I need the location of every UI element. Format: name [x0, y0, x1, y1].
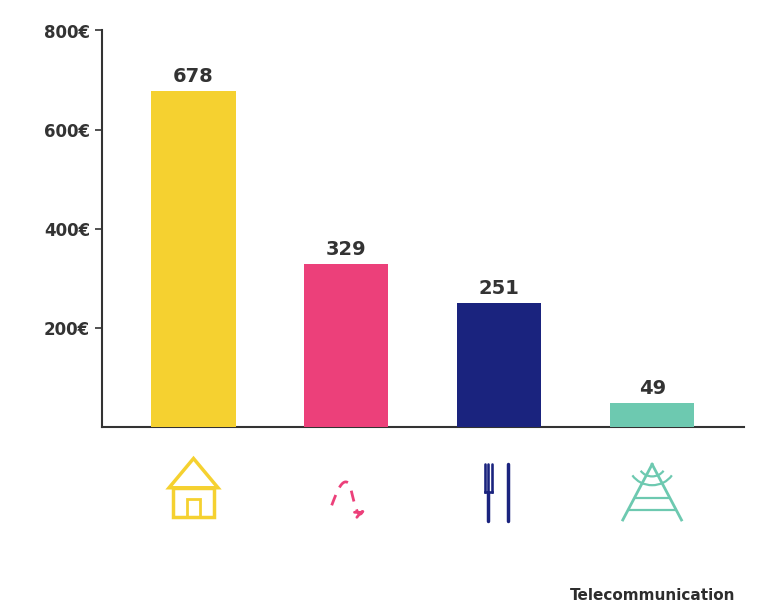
Text: 329: 329 — [326, 240, 366, 259]
Text: Telecommunication: Telecommunication — [569, 588, 735, 603]
Text: 678: 678 — [173, 67, 214, 86]
Bar — [151, 91, 236, 427]
Text: 49: 49 — [639, 379, 666, 398]
Bar — [457, 303, 541, 427]
Bar — [610, 403, 695, 427]
Text: 251: 251 — [479, 279, 520, 298]
Bar — [305, 264, 388, 427]
